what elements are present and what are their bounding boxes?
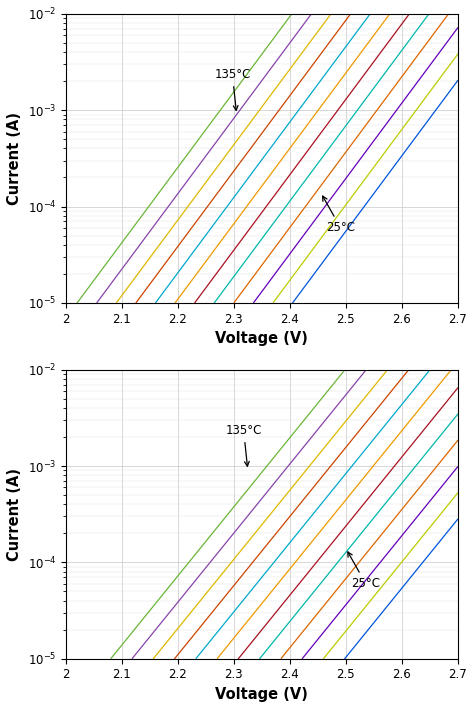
Text: 25°C: 25°C <box>323 196 355 235</box>
Y-axis label: Current (A): Current (A) <box>7 468 22 561</box>
X-axis label: Voltage (V): Voltage (V) <box>215 331 308 346</box>
Y-axis label: Current (A): Current (A) <box>7 112 22 205</box>
Text: 135°C: 135°C <box>226 424 262 467</box>
Text: 25°C: 25°C <box>348 552 380 591</box>
Text: 135°C: 135°C <box>214 68 251 111</box>
X-axis label: Voltage (V): Voltage (V) <box>215 687 308 702</box>
